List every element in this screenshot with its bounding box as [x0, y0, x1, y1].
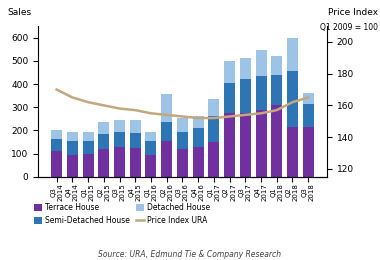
Price Index URA	[212, 116, 216, 120]
Bar	[67, 132, 78, 141]
Bar	[224, 113, 235, 177]
Bar	[193, 147, 204, 177]
Line: Price Index URA: Price Index URA	[57, 89, 308, 118]
Bar	[255, 109, 266, 177]
Bar	[114, 120, 125, 132]
Bar	[255, 50, 266, 76]
Text: Sales: Sales	[8, 8, 32, 17]
Bar	[98, 134, 109, 149]
Bar	[302, 104, 314, 127]
Text: Source: URA, Edmund Tie & Company Research: Source: URA, Edmund Tie & Company Resear…	[98, 250, 282, 259]
Bar	[51, 139, 62, 151]
Bar	[51, 151, 62, 177]
Price Index URA	[70, 96, 74, 99]
Bar	[240, 79, 251, 113]
Bar	[177, 118, 188, 132]
Price Index URA	[290, 101, 295, 104]
Price Index URA	[101, 104, 106, 107]
Bar	[51, 131, 62, 139]
Bar	[177, 149, 188, 177]
Text: Price Index: Price Index	[328, 8, 378, 17]
Bar	[67, 141, 78, 155]
Price Index URA	[259, 112, 263, 115]
Price Index URA	[306, 96, 310, 99]
Price Index URA	[54, 88, 59, 91]
Bar	[302, 93, 314, 104]
Bar	[161, 141, 172, 177]
Price Index URA	[196, 116, 200, 120]
Bar	[240, 58, 251, 79]
Bar	[82, 154, 93, 177]
Bar	[177, 132, 188, 149]
Bar	[161, 122, 172, 141]
Price Index URA	[227, 115, 232, 118]
Bar	[208, 142, 219, 177]
Bar	[224, 61, 235, 83]
Bar	[255, 76, 266, 109]
Bar	[224, 83, 235, 113]
Bar	[240, 113, 251, 177]
Price Index URA	[274, 109, 279, 112]
Price Index URA	[165, 113, 169, 116]
Bar	[271, 75, 282, 105]
Legend: Terrace House, Semi-Detached House, Detached House, Price Index URA: Terrace House, Semi-Detached House, Deta…	[34, 203, 210, 225]
Bar	[67, 155, 78, 177]
Text: Q1 2009 = 100: Q1 2009 = 100	[320, 23, 378, 32]
Price Index URA	[86, 101, 90, 104]
Bar	[114, 147, 125, 177]
Bar	[193, 128, 204, 147]
Bar	[98, 149, 109, 177]
Bar	[287, 38, 298, 71]
Price Index URA	[117, 107, 122, 110]
Bar	[130, 148, 141, 177]
Price Index URA	[149, 112, 153, 115]
Bar	[271, 105, 282, 177]
Bar	[302, 127, 314, 177]
Bar	[146, 132, 157, 141]
Bar	[161, 94, 172, 122]
Bar	[82, 141, 93, 154]
Bar	[98, 122, 109, 134]
Bar	[114, 132, 125, 147]
Bar	[146, 155, 157, 177]
Bar	[130, 120, 141, 133]
Bar	[287, 127, 298, 177]
Bar	[130, 133, 141, 148]
Bar	[271, 56, 282, 75]
Bar	[208, 116, 219, 142]
Bar	[146, 141, 157, 155]
Bar	[287, 71, 298, 127]
Price Index URA	[243, 113, 247, 116]
Bar	[193, 116, 204, 128]
Price Index URA	[133, 109, 138, 112]
Bar	[208, 99, 219, 116]
Price Index URA	[180, 115, 185, 118]
Bar	[82, 132, 93, 141]
